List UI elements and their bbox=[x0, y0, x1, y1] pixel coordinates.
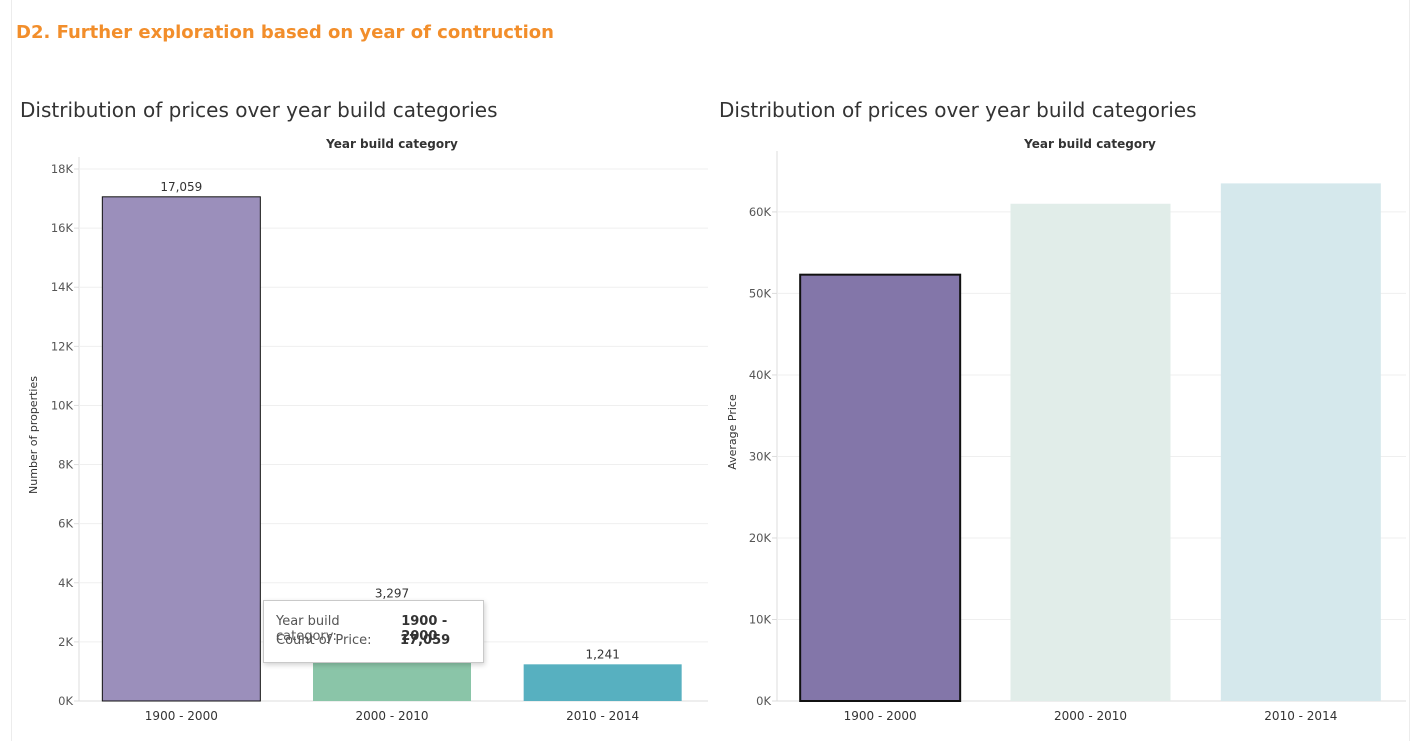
y-tick-label: 50K bbox=[749, 286, 772, 300]
y-tick-label: 20K bbox=[749, 531, 772, 545]
x-category-label: 2000 - 2010 bbox=[1054, 709, 1127, 723]
y-axis-title: Number of properties bbox=[27, 376, 40, 494]
y-tick-label: 4K bbox=[58, 576, 73, 590]
x-axis-header: Year build category bbox=[1023, 137, 1156, 151]
y-tick-label: 12K bbox=[51, 339, 74, 353]
tooltip-row-category: Year build category: 1900 - 2000 bbox=[276, 614, 483, 644]
bar-value-label: 3,297 bbox=[375, 587, 409, 601]
bar-2010-2014 bbox=[523, 664, 682, 701]
bar-1900-2000 bbox=[101, 196, 261, 702]
tooltip-key: Year build category: bbox=[276, 614, 340, 644]
bar-2010-2014 bbox=[1220, 183, 1381, 701]
y-tick-label: 10K bbox=[749, 612, 772, 626]
y-tick-label: 8K bbox=[58, 458, 73, 472]
bar-2000-2010 bbox=[1010, 203, 1171, 701]
y-axis-title: Average Price bbox=[726, 394, 739, 470]
tooltip-key: Count of Price: bbox=[276, 633, 372, 648]
bar-value-label: 17,059 bbox=[160, 180, 202, 194]
bar-tooltip: Year build category: 1900 - 2000 Count o… bbox=[263, 600, 484, 663]
tooltip-row-count: Count of Price: 17,059 bbox=[276, 633, 483, 652]
x-category-label: 2010 - 2014 bbox=[566, 709, 639, 723]
y-tick-label: 40K bbox=[749, 368, 772, 382]
dashboard-title: D2. Further exploration based on year of… bbox=[16, 22, 554, 43]
y-tick-label: 60K bbox=[749, 205, 772, 219]
bar-1900-2000 bbox=[799, 273, 962, 702]
y-tick-label: 10K bbox=[51, 398, 74, 412]
y-tick-label: 30K bbox=[749, 449, 772, 463]
y-tick-label: 0K bbox=[58, 694, 73, 708]
tooltip-value: 17,059 bbox=[400, 633, 451, 648]
dashboard-frame bbox=[11, 0, 1410, 741]
y-tick-label: 14K bbox=[51, 280, 74, 294]
left-chart-title: Distribution of prices over year build c… bbox=[20, 98, 498, 122]
y-tick-label: 18K bbox=[51, 162, 74, 176]
tooltip-value: 1900 - 2000 bbox=[401, 614, 448, 644]
y-tick-label: 0K bbox=[756, 694, 771, 708]
x-category-label: 2000 - 2010 bbox=[355, 709, 428, 723]
right-chart-title: Distribution of prices over year build c… bbox=[719, 98, 1197, 122]
x-category-label: 1900 - 2000 bbox=[145, 709, 218, 723]
y-tick-label: 6K bbox=[58, 517, 73, 531]
x-category-label: 1900 - 2000 bbox=[844, 709, 917, 723]
bar-value-label: 1,241 bbox=[585, 647, 619, 661]
x-axis-header: Year build category bbox=[325, 137, 458, 151]
x-category-label: 2010 - 2014 bbox=[1264, 709, 1337, 723]
y-tick-label: 16K bbox=[51, 221, 74, 235]
y-tick-label: 2K bbox=[58, 635, 73, 649]
